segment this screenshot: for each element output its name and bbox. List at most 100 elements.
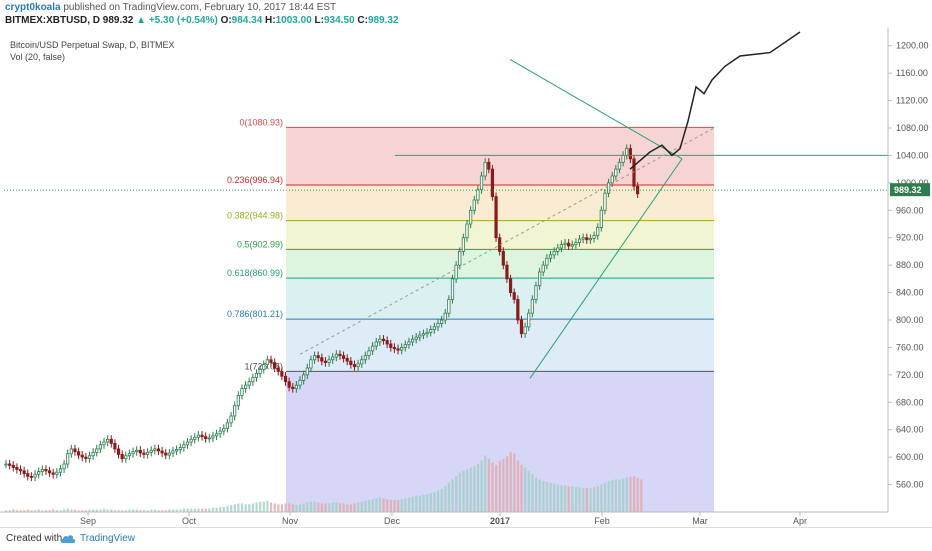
chart-legend: Bitcoin/USD Perpetual Swap, D, BITMEX Vo… bbox=[10, 39, 175, 63]
created-with-label: Created with bbox=[6, 533, 63, 544]
candle-body bbox=[559, 244, 563, 249]
candle-body bbox=[160, 450, 164, 454]
candle-body bbox=[145, 451, 150, 455]
volume-bar bbox=[360, 501, 363, 512]
candle-body bbox=[436, 323, 440, 328]
volume-bar bbox=[549, 482, 552, 512]
volume-bar bbox=[157, 510, 160, 512]
candle-body bbox=[374, 341, 378, 347]
author-link[interactable]: crypt0koala bbox=[5, 2, 61, 13]
volume-bar bbox=[382, 498, 385, 512]
candle-body bbox=[490, 168, 495, 197]
candle-body bbox=[22, 470, 26, 475]
volume-bar bbox=[404, 498, 407, 512]
candle-body bbox=[142, 452, 146, 455]
volume-bar bbox=[349, 504, 353, 512]
volume-bar bbox=[153, 509, 157, 512]
candle-body bbox=[102, 441, 106, 446]
candle-body bbox=[432, 326, 436, 331]
candle-body bbox=[338, 353, 342, 357]
high-value: 1003.00 bbox=[275, 15, 312, 26]
volume-bar bbox=[542, 481, 545, 512]
volume-bar bbox=[204, 508, 207, 512]
volume-bar bbox=[70, 509, 73, 512]
candle-body bbox=[381, 338, 386, 341]
candle-body bbox=[628, 148, 632, 160]
projection-path bbox=[629, 31, 801, 170]
volume-bar bbox=[436, 490, 440, 512]
candle-body bbox=[334, 353, 338, 358]
low-value: 934.50 bbox=[324, 15, 355, 26]
candle-body bbox=[222, 427, 226, 432]
candle-body bbox=[367, 350, 371, 357]
price-tick-label: 600.00 bbox=[896, 452, 924, 462]
candle-body bbox=[414, 336, 418, 340]
candle-body bbox=[439, 319, 444, 324]
candle-body bbox=[124, 455, 128, 459]
last-price-label: 989.32 bbox=[894, 185, 922, 195]
price-tick-label: 840.00 bbox=[896, 288, 924, 298]
price-tick-label: 640.00 bbox=[896, 425, 924, 435]
candle-body bbox=[512, 292, 516, 300]
volume-bar bbox=[487, 458, 490, 512]
price-tick-label: 1000.00 bbox=[896, 178, 929, 188]
candle-body bbox=[66, 453, 70, 465]
volume-bar bbox=[215, 507, 218, 512]
price-tick-label: 1080.00 bbox=[896, 123, 929, 133]
tradingview-brand-link[interactable]: TradingView bbox=[80, 533, 136, 544]
price-chart[interactable]: 0(1080.93) 0.236(996.94) 0.382(944.98) 0.5(… bbox=[0, 28, 932, 526]
price-tick-label: 1200.00 bbox=[896, 41, 929, 51]
candle-body bbox=[599, 209, 603, 228]
candle-body bbox=[240, 388, 244, 396]
volume-bar bbox=[142, 510, 146, 512]
volume-bar bbox=[567, 486, 570, 512]
volume-bar bbox=[150, 509, 153, 512]
volume-bar bbox=[578, 487, 581, 512]
candle-body bbox=[305, 367, 309, 376]
volume-bar bbox=[364, 500, 367, 512]
volume-bar bbox=[280, 504, 284, 512]
fib-band bbox=[286, 319, 714, 372]
volume-bar bbox=[469, 467, 472, 512]
price-change: +5.30 (+0.54%) bbox=[148, 15, 218, 26]
price-tick-label: 880.00 bbox=[896, 260, 924, 270]
candle-body bbox=[487, 161, 491, 170]
volume-bar bbox=[168, 509, 171, 512]
volume-bar bbox=[73, 509, 77, 512]
volume-bar bbox=[520, 464, 523, 512]
candle-body bbox=[505, 264, 509, 280]
volume-bar bbox=[59, 510, 62, 512]
tradingview-cloud-icon[interactable] bbox=[60, 531, 76, 545]
volume-bar bbox=[26, 509, 29, 512]
volume-bar bbox=[63, 509, 66, 512]
volume-bar bbox=[480, 460, 483, 512]
volume-bar bbox=[161, 510, 164, 512]
volume-bar bbox=[179, 509, 182, 512]
candle-body bbox=[407, 341, 411, 346]
volume-bar bbox=[564, 485, 567, 512]
candle-body bbox=[236, 395, 240, 407]
candle-body bbox=[545, 257, 549, 266]
trendline-upper bbox=[509, 58, 683, 160]
volume-bar bbox=[277, 504, 280, 512]
volume-bar bbox=[505, 456, 509, 512]
volume-bar bbox=[611, 480, 614, 512]
volume-bar bbox=[117, 510, 120, 512]
volume-bar bbox=[135, 509, 138, 512]
volume-bar bbox=[288, 503, 291, 512]
candle-body bbox=[349, 360, 353, 365]
volume-bar bbox=[447, 482, 451, 512]
candle-body bbox=[450, 278, 455, 300]
volume-bar bbox=[193, 508, 196, 512]
candle-body bbox=[614, 168, 618, 177]
volume-bar bbox=[556, 484, 559, 512]
chart-area[interactable]: 0(1080.93) 0.236(996.94) 0.382(944.98) 0.5(… bbox=[0, 28, 932, 526]
legend-indicator[interactable]: Vol (20, false) bbox=[10, 52, 66, 62]
candle-body bbox=[403, 344, 407, 348]
candle-body bbox=[171, 450, 175, 454]
footer-bar: Created with TradingView bbox=[0, 527, 932, 551]
candle-body bbox=[87, 455, 92, 459]
candle-body bbox=[91, 451, 95, 457]
time-tick-label: Nov bbox=[282, 516, 299, 526]
volume-bar bbox=[538, 479, 541, 512]
